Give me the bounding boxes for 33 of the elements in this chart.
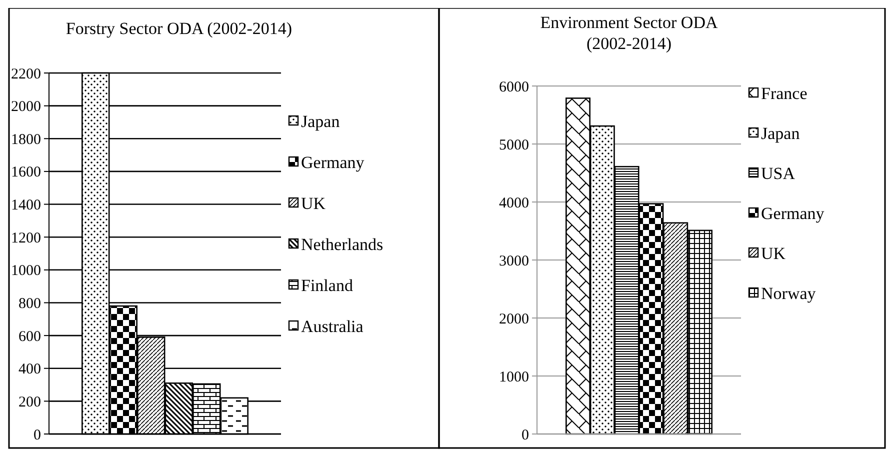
y-tick-label: 3000 (499, 253, 529, 270)
y-tick-label: 2000 (11, 99, 41, 116)
legend-label: Japan (761, 124, 800, 143)
chart-title: Forstry Sector ODA (2002-2014) (66, 19, 292, 38)
legend-label: Germany (301, 152, 365, 172)
y-tick-label: 6000 (499, 79, 529, 96)
legend-label: Netherlands (301, 234, 384, 254)
chart-title: Environment Sector ODA (2002-2014) (540, 13, 718, 53)
legend-label: Norway (761, 284, 816, 303)
y-tick-label: 1800 (11, 132, 41, 148)
y-tick-label: 1200 (11, 230, 41, 246)
y-tick-label: 0 (34, 427, 41, 444)
y-tick-label: 4000 (499, 195, 529, 212)
y-tick-label: 5000 (499, 137, 529, 154)
y-tick-label: 400 (18, 362, 41, 378)
y-tick-label: 0 (522, 427, 529, 444)
legend-label: Finland (301, 276, 354, 295)
y-tick-label: 1400 (11, 198, 41, 214)
legend-label: USA (761, 164, 796, 183)
legend-label: Germany (761, 204, 825, 223)
legend-label: Australia (301, 316, 364, 336)
legend-label: UK (761, 244, 786, 263)
y-tick-label: 1000 (11, 263, 41, 280)
legend-label: France (761, 84, 808, 103)
y-tick-label: 600 (18, 328, 41, 345)
y-tick-label: 200 (18, 394, 41, 410)
legend-label: UK (301, 194, 326, 213)
y-tick-label: 800 (18, 296, 41, 312)
y-tick-label: 1000 (499, 369, 529, 386)
y-tick-label: 2000 (499, 311, 529, 328)
y-tick-label: 1600 (11, 164, 41, 181)
y-tick-label: 2200 (11, 66, 41, 82)
legend-label: Japan (301, 112, 340, 131)
